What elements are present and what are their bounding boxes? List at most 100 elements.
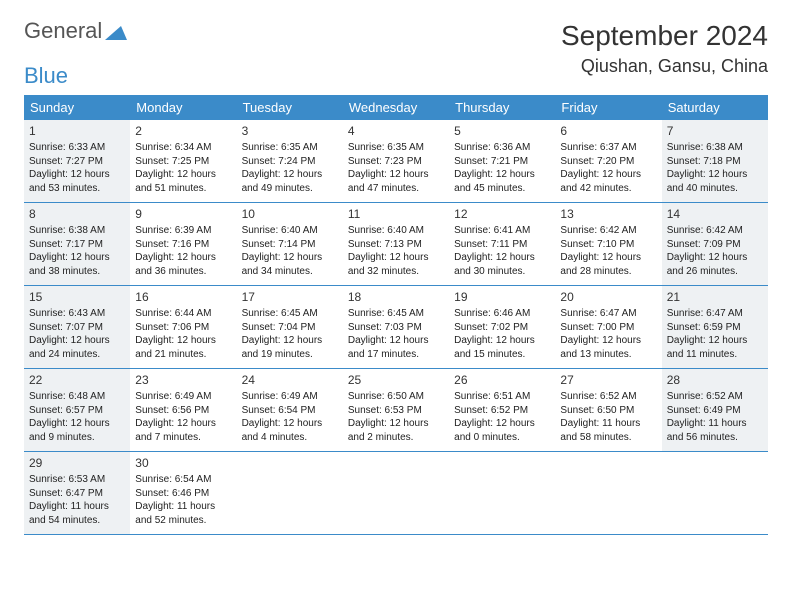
day-cell: 9Sunrise: 6:39 AMSunset: 7:16 PMDaylight… [130, 203, 236, 285]
daylight-text: Daylight: 12 hours [560, 334, 656, 348]
sunrise-text: Sunrise: 6:40 AM [348, 224, 444, 238]
daylight-text: and 58 minutes. [560, 431, 656, 445]
day-number: 2 [135, 123, 231, 139]
day-cell: 30Sunrise: 6:54 AMSunset: 6:46 PMDayligh… [130, 452, 236, 534]
day-number: 12 [454, 206, 550, 222]
sunrise-text: Sunrise: 6:37 AM [560, 141, 656, 155]
sunrise-text: Sunrise: 6:42 AM [667, 224, 763, 238]
daylight-text: and 17 minutes. [348, 348, 444, 362]
day-cell: 20Sunrise: 6:47 AMSunset: 7:00 PMDayligh… [555, 286, 661, 368]
sunset-text: Sunset: 7:07 PM [29, 321, 125, 335]
day-number: 17 [242, 289, 338, 305]
daylight-text: and 15 minutes. [454, 348, 550, 362]
sunrise-text: Sunrise: 6:46 AM [454, 307, 550, 321]
day-cell: 8Sunrise: 6:38 AMSunset: 7:17 PMDaylight… [24, 203, 130, 285]
logo-triangle-icon [105, 22, 127, 40]
day-cell: 21Sunrise: 6:47 AMSunset: 6:59 PMDayligh… [662, 286, 768, 368]
daylight-text: Daylight: 12 hours [135, 334, 231, 348]
sunrise-text: Sunrise: 6:50 AM [348, 390, 444, 404]
day-cell: 17Sunrise: 6:45 AMSunset: 7:04 PMDayligh… [237, 286, 343, 368]
day-number: 29 [29, 455, 125, 471]
sunrise-text: Sunrise: 6:53 AM [29, 473, 125, 487]
day-cell: 22Sunrise: 6:48 AMSunset: 6:57 PMDayligh… [24, 369, 130, 451]
daylight-text: Daylight: 12 hours [242, 334, 338, 348]
daylight-text: and 36 minutes. [135, 265, 231, 279]
sunset-text: Sunset: 7:24 PM [242, 155, 338, 169]
day-number: 28 [667, 372, 763, 388]
daylight-text: Daylight: 12 hours [29, 417, 125, 431]
sunrise-text: Sunrise: 6:41 AM [454, 224, 550, 238]
empty-cell [555, 452, 661, 534]
dow-cell: Saturday [662, 95, 768, 120]
daylight-text: and 13 minutes. [560, 348, 656, 362]
day-number: 22 [29, 372, 125, 388]
daylight-text: and 0 minutes. [454, 431, 550, 445]
sunset-text: Sunset: 7:23 PM [348, 155, 444, 169]
dow-cell: Monday [130, 95, 236, 120]
calendar: SundayMondayTuesdayWednesdayThursdayFrid… [24, 95, 768, 535]
week-row: 1Sunrise: 6:33 AMSunset: 7:27 PMDaylight… [24, 120, 768, 203]
dow-cell: Sunday [24, 95, 130, 120]
week-row: 29Sunrise: 6:53 AMSunset: 6:47 PMDayligh… [24, 452, 768, 535]
sunset-text: Sunset: 6:56 PM [135, 404, 231, 418]
day-number: 10 [242, 206, 338, 222]
day-number: 24 [242, 372, 338, 388]
sunset-text: Sunset: 6:49 PM [667, 404, 763, 418]
day-cell: 1Sunrise: 6:33 AMSunset: 7:27 PMDaylight… [24, 120, 130, 202]
sunrise-text: Sunrise: 6:40 AM [242, 224, 338, 238]
empty-cell [449, 452, 555, 534]
day-cell: 11Sunrise: 6:40 AMSunset: 7:13 PMDayligh… [343, 203, 449, 285]
empty-cell [343, 452, 449, 534]
daylight-text: and 32 minutes. [348, 265, 444, 279]
daylight-text: and 51 minutes. [135, 182, 231, 196]
daylight-text: Daylight: 12 hours [29, 168, 125, 182]
day-number: 23 [135, 372, 231, 388]
sunset-text: Sunset: 7:27 PM [29, 155, 125, 169]
sunset-text: Sunset: 7:14 PM [242, 238, 338, 252]
day-number: 30 [135, 455, 231, 471]
day-cell: 19Sunrise: 6:46 AMSunset: 7:02 PMDayligh… [449, 286, 555, 368]
daylight-text: and 52 minutes. [135, 514, 231, 528]
daylight-text: Daylight: 12 hours [135, 168, 231, 182]
dow-cell: Wednesday [343, 95, 449, 120]
day-number: 15 [29, 289, 125, 305]
sunset-text: Sunset: 7:04 PM [242, 321, 338, 335]
logo-text-2: Blue [24, 63, 768, 89]
sunset-text: Sunset: 7:10 PM [560, 238, 656, 252]
daylight-text: Daylight: 11 hours [560, 417, 656, 431]
day-number: 18 [348, 289, 444, 305]
dow-cell: Thursday [449, 95, 555, 120]
day-cell: 5Sunrise: 6:36 AMSunset: 7:21 PMDaylight… [449, 120, 555, 202]
daylight-text: and 34 minutes. [242, 265, 338, 279]
day-number: 14 [667, 206, 763, 222]
week-row: 22Sunrise: 6:48 AMSunset: 6:57 PMDayligh… [24, 369, 768, 452]
sunset-text: Sunset: 7:17 PM [29, 238, 125, 252]
day-cell: 6Sunrise: 6:37 AMSunset: 7:20 PMDaylight… [555, 120, 661, 202]
sunrise-text: Sunrise: 6:54 AM [135, 473, 231, 487]
sunset-text: Sunset: 7:25 PM [135, 155, 231, 169]
day-number: 1 [29, 123, 125, 139]
daylight-text: Daylight: 12 hours [348, 417, 444, 431]
empty-cell [662, 452, 768, 534]
sunrise-text: Sunrise: 6:35 AM [242, 141, 338, 155]
sunset-text: Sunset: 6:46 PM [135, 487, 231, 501]
sunrise-text: Sunrise: 6:38 AM [29, 224, 125, 238]
dow-cell: Friday [555, 95, 661, 120]
daylight-text: and 28 minutes. [560, 265, 656, 279]
sunrise-text: Sunrise: 6:49 AM [242, 390, 338, 404]
day-cell: 24Sunrise: 6:49 AMSunset: 6:54 PMDayligh… [237, 369, 343, 451]
sunrise-text: Sunrise: 6:36 AM [454, 141, 550, 155]
day-number: 4 [348, 123, 444, 139]
dow-header-row: SundayMondayTuesdayWednesdayThursdayFrid… [24, 95, 768, 120]
day-number: 11 [348, 206, 444, 222]
daylight-text: Daylight: 12 hours [560, 168, 656, 182]
day-number: 25 [348, 372, 444, 388]
daylight-text: and 49 minutes. [242, 182, 338, 196]
dow-cell: Tuesday [237, 95, 343, 120]
sunset-text: Sunset: 7:02 PM [454, 321, 550, 335]
day-number: 5 [454, 123, 550, 139]
sunrise-text: Sunrise: 6:35 AM [348, 141, 444, 155]
day-number: 21 [667, 289, 763, 305]
day-number: 26 [454, 372, 550, 388]
sunset-text: Sunset: 6:47 PM [29, 487, 125, 501]
